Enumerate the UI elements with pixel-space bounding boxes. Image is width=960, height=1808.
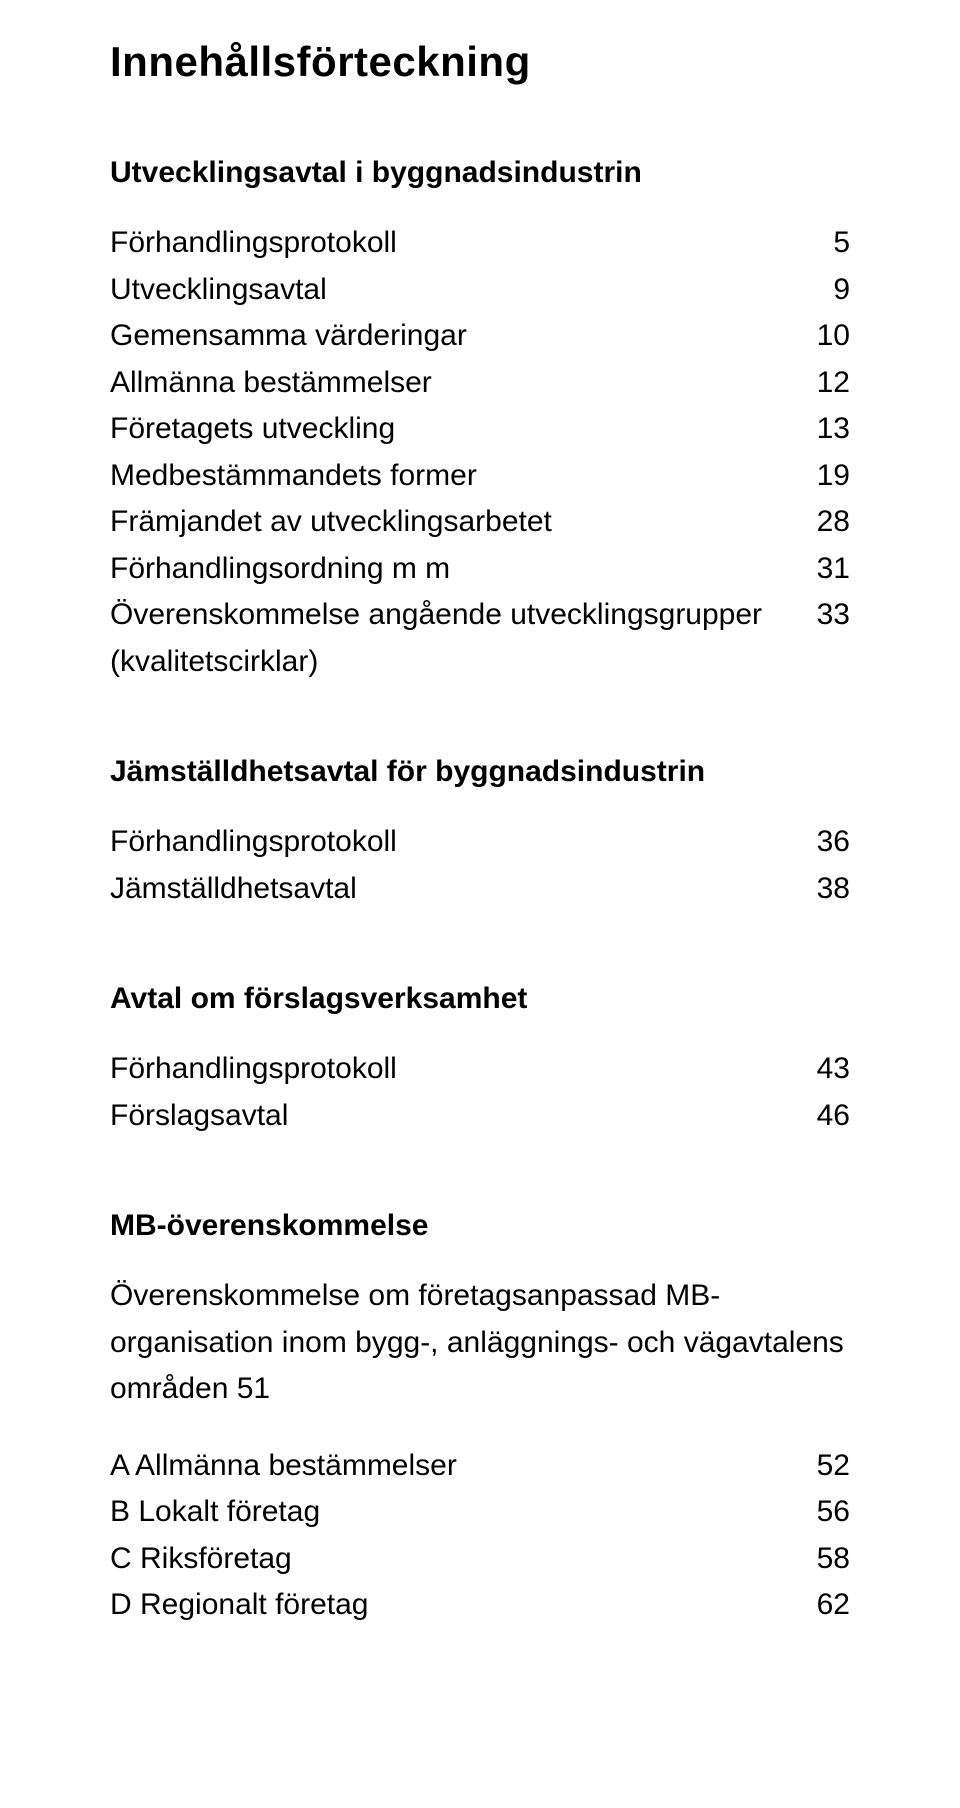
- toc-row: Medbestämmandets former 19: [110, 453, 850, 500]
- toc-page-number: 19: [800, 453, 850, 500]
- section-heading: Utvecklingsavtal i byggnadsindustrin: [110, 156, 850, 190]
- toc-row: Gemensamma värderingar 10: [110, 313, 850, 360]
- toc-label: C Riksföretag: [110, 1536, 800, 1583]
- page-title: Innehållsförteckning: [110, 38, 850, 86]
- section-heading: Avtal om förslagsverksamhet: [110, 982, 850, 1016]
- toc-section: Avtal om förslagsverksamhet Förhandlings…: [110, 982, 850, 1139]
- toc-page-number: 43: [800, 1046, 850, 1093]
- toc-section: MB-överenskommelse Överenskommelse om fö…: [110, 1209, 850, 1629]
- toc-row: Utvecklingsavtal 9: [110, 267, 850, 314]
- toc-label: Överenskommelse angående utvecklingsgrup…: [110, 592, 800, 639]
- toc-row: Företagets utveckling 13: [110, 406, 850, 453]
- toc-label: Främjandet av utvecklingsarbetet: [110, 499, 800, 546]
- toc-label: Förhandlingsprotokoll: [110, 220, 800, 267]
- toc-label: D Regionalt företag: [110, 1582, 800, 1629]
- toc-label: Företagets utveckling: [110, 406, 800, 453]
- toc-row: Förhandlingsordning m m 31: [110, 546, 850, 593]
- toc-row: A Allmänna bestämmelser 52: [110, 1443, 850, 1490]
- section-heading: Jämställdhetsavtal för byggnadsindustrin: [110, 755, 850, 789]
- toc-label: Förhandlingsprotokoll: [110, 819, 800, 866]
- toc-row: C Riksföretag 58: [110, 1536, 850, 1583]
- toc-label: Gemensamma värderingar: [110, 313, 800, 360]
- toc-section: Utvecklingsavtal i byggnadsindustrin För…: [110, 156, 850, 685]
- toc-page-number: 38: [800, 866, 850, 913]
- toc-label: Allmänna bestämmelser: [110, 360, 800, 407]
- toc-page-number: 36: [800, 819, 850, 866]
- toc-page-number: 33: [800, 592, 850, 639]
- toc-page-number: 46: [800, 1093, 850, 1140]
- toc-label: Jämställdhetsavtal: [110, 866, 800, 913]
- toc-label: A Allmänna bestämmelser: [110, 1443, 800, 1490]
- toc-page-number: 9: [800, 267, 850, 314]
- toc-page-number: 31: [800, 546, 850, 593]
- toc-label-continuation: (kvalitetscirklar): [110, 639, 850, 686]
- toc-page-number: 12: [800, 360, 850, 407]
- toc-page-number: 62: [800, 1582, 850, 1629]
- toc-row: Främjandet av utvecklingsarbetet 28: [110, 499, 850, 546]
- toc-label: B Lokalt företag: [110, 1489, 800, 1536]
- toc-label: Utvecklingsavtal: [110, 267, 800, 314]
- toc-row: Allmänna bestämmelser 12: [110, 360, 850, 407]
- toc-row: Förhandlingsprotokoll 43: [110, 1046, 850, 1093]
- section-heading: MB-överenskommelse: [110, 1209, 850, 1243]
- toc-row: Förslagsavtal 46: [110, 1093, 850, 1140]
- toc-label: Förhandlingsordning m m: [110, 546, 800, 593]
- toc-page-number: 52: [800, 1443, 850, 1490]
- toc-page-number: 5: [800, 220, 850, 267]
- toc-page-number: 28: [800, 499, 850, 546]
- toc-label: Förhandlingsprotokoll: [110, 1046, 800, 1093]
- section-description: Överenskommelse om företagsanpassad MB-o…: [110, 1273, 850, 1413]
- toc-label: Förslagsavtal: [110, 1093, 800, 1140]
- toc-page-number: 10: [800, 313, 850, 360]
- toc-row: Förhandlingsprotokoll 36: [110, 819, 850, 866]
- toc-label: Medbestämmandets former: [110, 453, 800, 500]
- toc-row: Överenskommelse angående utvecklingsgrup…: [110, 592, 850, 639]
- toc-row: Förhandlingsprotokoll 5: [110, 220, 850, 267]
- toc-page-number: 58: [800, 1536, 850, 1583]
- toc-row: D Regionalt företag 62: [110, 1582, 850, 1629]
- toc-page: Innehållsförteckning Utvecklingsavtal i …: [0, 0, 960, 1808]
- toc-page-number: 56: [800, 1489, 850, 1536]
- toc-row: B Lokalt företag 56: [110, 1489, 850, 1536]
- toc-section: Jämställdhetsavtal för byggnadsindustrin…: [110, 755, 850, 912]
- toc-page-number: 13: [800, 406, 850, 453]
- toc-row: Jämställdhetsavtal 38: [110, 866, 850, 913]
